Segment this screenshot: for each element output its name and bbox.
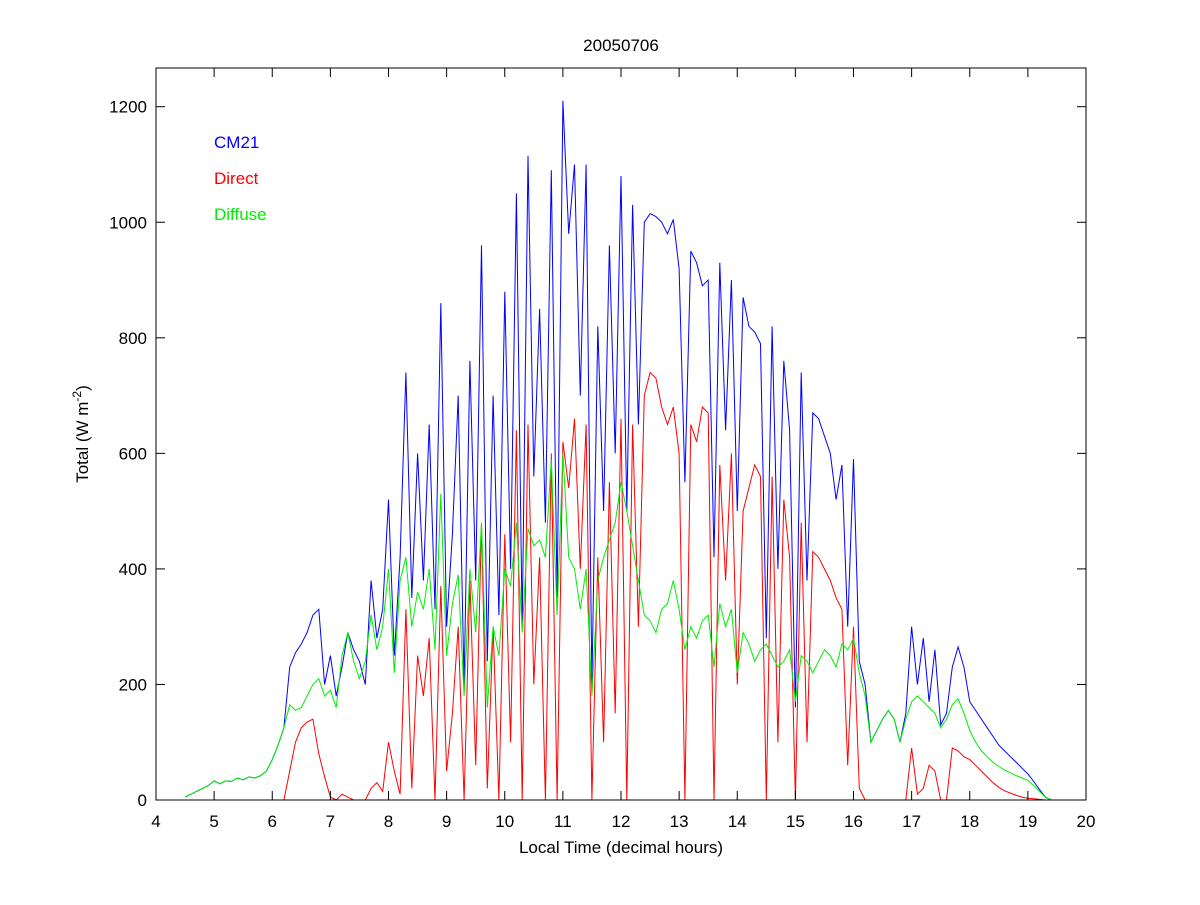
x-tick-label: 15 <box>786 812 805 831</box>
legend-cm21: CM21 <box>214 133 259 152</box>
x-tick-label: 17 <box>902 812 921 831</box>
y-tick-label: 600 <box>119 444 147 463</box>
legend-diffuse: Diffuse <box>214 205 267 224</box>
chart-title: 20050706 <box>583 36 659 55</box>
series-line-cm21 <box>184 100 1052 801</box>
y-axis-label: Total (W m-2) <box>70 385 92 483</box>
x-tick-label: 4 <box>151 812 160 831</box>
y-tick-label: 1200 <box>109 98 147 117</box>
legend: CM21 Direct Diffuse <box>214 133 267 224</box>
x-tick-label: 6 <box>268 812 277 831</box>
x-tick-label: 12 <box>612 812 631 831</box>
y-axis: 0 200 400 600 800 1000 1200 <box>109 98 1086 810</box>
x-tick-label: 14 <box>728 812 747 831</box>
y-tick-label: 200 <box>119 675 147 694</box>
legend-direct: Direct <box>214 169 259 188</box>
x-tick-label: 11 <box>554 812 572 831</box>
x-tick-label: 13 <box>670 812 689 831</box>
x-tick-label: 5 <box>209 812 218 831</box>
series-line-diffuse <box>184 453 1052 801</box>
x-axis-label: Local Time (decimal hours) <box>519 838 723 857</box>
x-tick-label: 20 <box>1077 812 1096 831</box>
y-tick-label: 0 <box>138 791 147 810</box>
x-tick-label: 16 <box>844 812 863 831</box>
y-tick-label: 800 <box>119 329 147 348</box>
x-tick-label: 19 <box>1018 812 1037 831</box>
x-tick-label: 10 <box>495 812 514 831</box>
x-tick-label: 18 <box>960 812 979 831</box>
y-axis-label-main: Total (W m <box>73 402 92 483</box>
series-lines <box>184 100 1052 801</box>
y-axis-label-superscript: -2 <box>70 391 84 402</box>
y-tick-label: 1000 <box>109 213 147 232</box>
series-line-direct <box>185 371 1052 801</box>
x-tick-label: 8 <box>384 812 393 831</box>
y-axis-label-end: ) <box>73 385 92 391</box>
x-tick-label: 7 <box>326 812 335 831</box>
y-tick-label: 400 <box>119 560 147 579</box>
x-tick-label: 9 <box>442 812 451 831</box>
x-axis: 4 5 6 7 8 9 10 11 12 13 14 15 16 17 18 19 20 <box>151 68 1095 831</box>
